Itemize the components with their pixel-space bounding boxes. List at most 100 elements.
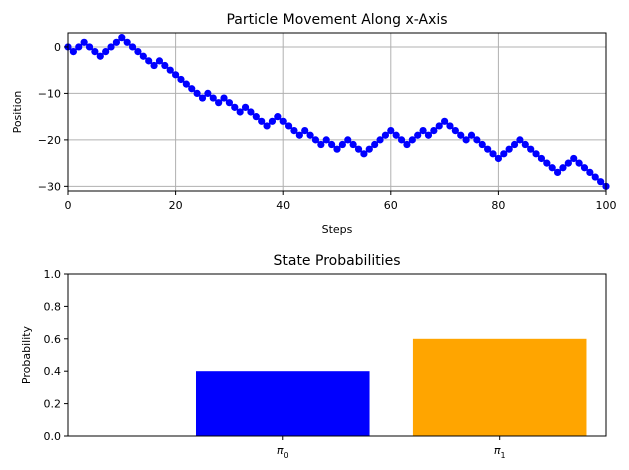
- bar-chart: State Probabilities π0 π1 0.0 0.2 0.4 0.6 0.8…: [20, 253, 607, 460]
- line-point: [441, 117, 449, 125]
- line-point: [123, 38, 131, 46]
- line-point: [188, 85, 196, 93]
- line-point: [198, 94, 207, 102]
- line-point: [451, 126, 459, 135]
- line-point: [220, 94, 228, 102]
- line-point: [96, 52, 104, 60]
- line-point: [247, 108, 255, 116]
- line-chart-y-label: Position: [11, 91, 24, 134]
- line-point: [177, 75, 185, 84]
- line-point: [252, 113, 260, 121]
- bar-y-tick-label: 0.8: [44, 300, 62, 313]
- line-point: [112, 38, 121, 46]
- line-point: [102, 47, 110, 56]
- line-chart: Particle Movement Along x-Axis 0 20 40 60 80…: [11, 12, 617, 236]
- line-point: [306, 131, 314, 139]
- bar-x-tick-label: π0: [277, 444, 289, 460]
- line-x-tick-label: 0: [65, 199, 72, 212]
- line-chart-x-ticks: 0 20 40 60 80 100: [65, 191, 617, 212]
- line-point: [591, 173, 599, 181]
- line-point: [446, 122, 454, 130]
- line-point: [354, 145, 363, 153]
- line-point: [500, 150, 508, 158]
- line-point: [510, 140, 519, 149]
- line-point: [462, 136, 470, 144]
- line-point: [166, 66, 174, 74]
- line-point: [457, 131, 465, 139]
- bar-y-tick-label: 1.0: [44, 268, 62, 281]
- bar-y-tick-label: 0.2: [44, 398, 62, 411]
- line-point: [597, 178, 605, 186]
- line-point: [371, 140, 379, 149]
- line-chart-x-label: Steps: [322, 223, 353, 236]
- line-point: [118, 34, 126, 42]
- line-y-tick-label: −20: [38, 134, 61, 147]
- line-point: [435, 122, 443, 130]
- line-point: [75, 43, 83, 51]
- bar-chart-x-ticks: π0 π1: [277, 436, 506, 460]
- bar-x-tick-label: π1: [494, 444, 506, 460]
- line-point: [193, 89, 201, 98]
- line-point: [241, 103, 250, 111]
- line-point: [344, 136, 352, 144]
- line-point: [338, 140, 346, 149]
- line-point: [473, 136, 481, 144]
- line-point: [311, 136, 320, 144]
- line-point: [236, 108, 244, 116]
- line-x-tick-label: 20: [169, 199, 183, 212]
- line-point: [349, 140, 357, 149]
- line-point: [85, 43, 94, 51]
- line-point: [559, 164, 567, 172]
- line-point: [580, 164, 589, 172]
- line-point: [274, 113, 282, 121]
- line-point: [484, 145, 492, 153]
- line-point: [392, 131, 400, 139]
- line-point: [532, 150, 540, 158]
- bar-y-tick-label: 0.4: [44, 365, 62, 378]
- line-point: [107, 43, 115, 51]
- line-point: [139, 52, 147, 60]
- line-point: [381, 131, 390, 139]
- line-point: [268, 117, 277, 125]
- line-x-tick-label: 80: [491, 199, 505, 212]
- line-point: [376, 136, 384, 144]
- line-point: [360, 150, 368, 158]
- line-point: [145, 57, 153, 65]
- line-point: [424, 131, 433, 139]
- line-point: [150, 61, 158, 70]
- line-chart-frame: [67, 32, 607, 192]
- bar-chart-title: State Probabilities: [273, 253, 400, 269]
- line-point: [215, 99, 223, 107]
- line-x-tick-label: 100: [596, 199, 617, 212]
- line-point: [317, 140, 325, 149]
- line-point: [537, 154, 546, 163]
- line-point: [414, 131, 422, 139]
- line-point: [365, 145, 373, 153]
- line-point: [516, 136, 524, 144]
- line-point: [225, 99, 233, 107]
- line-point: [527, 145, 535, 153]
- bar-y-tick-label: 0.6: [44, 333, 62, 346]
- line-point: [575, 159, 583, 167]
- line-point: [521, 140, 529, 149]
- line-point: [295, 131, 303, 139]
- line-point: [172, 71, 180, 79]
- bar-1: [412, 338, 587, 436]
- line-point: [333, 145, 341, 153]
- line-point: [284, 122, 293, 130]
- line-point: [231, 103, 239, 111]
- line-y-tick-label: 0: [54, 41, 61, 54]
- line-point: [182, 80, 190, 88]
- line-point: [564, 159, 572, 167]
- line-point: [80, 38, 88, 46]
- line-point: [397, 136, 406, 144]
- line-point: [387, 126, 395, 135]
- line-point: [204, 89, 212, 98]
- line-point: [91, 47, 99, 56]
- line-point: [553, 168, 562, 177]
- line-y-tick-label: −30: [38, 180, 61, 193]
- line-point: [301, 126, 309, 135]
- line-point: [128, 43, 137, 51]
- line-point: [161, 61, 169, 70]
